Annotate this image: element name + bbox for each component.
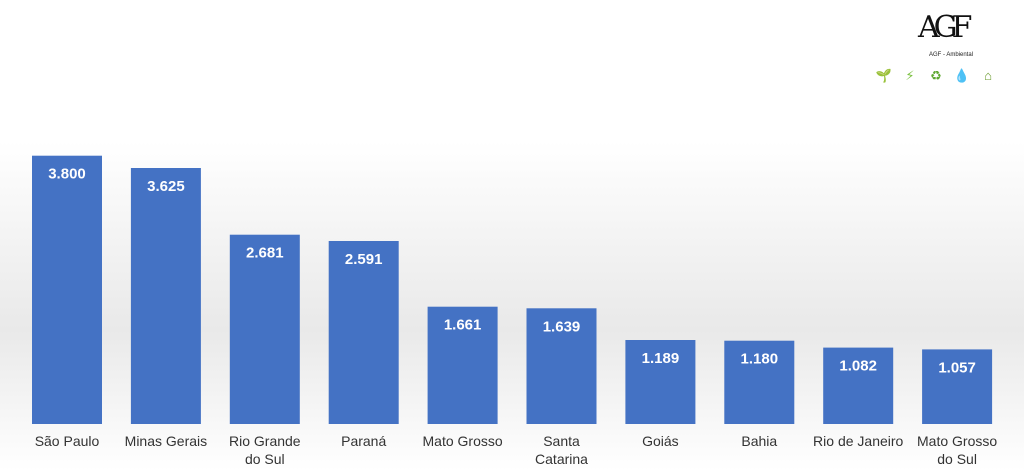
bar-value-label: 2.591 (345, 251, 383, 268)
bars-group (32, 155, 993, 424)
house-icon: ⌂ (984, 68, 992, 83)
bar (130, 168, 201, 424)
brand-subtitle: AGF - Ambiental (928, 52, 973, 58)
category-labels-group: São Paulo Minas Gerais Rio Grande do Sul Par… (35, 433, 998, 467)
bar (526, 308, 597, 424)
bar-value-label: 3.625 (147, 178, 185, 195)
bar-value-label: 1.082 (839, 358, 877, 375)
category-label: do Sul (245, 451, 285, 467)
bar-value-label: 1.661 (444, 317, 482, 334)
category-label: São Paulo (35, 433, 100, 449)
value-labels-group: 3.800 3.625 2.681 2.591 1.661 1.639 1.189 1.180… (48, 166, 976, 377)
bar-value-label: 1.639 (543, 318, 581, 335)
category-label: Goiás (642, 433, 679, 449)
bar (724, 340, 795, 424)
brand-logo: AGF (918, 10, 972, 45)
category-label: Rio Grande (229, 433, 301, 449)
category-label: Minas Gerais (125, 433, 207, 449)
category-label: Mato Grosso (917, 433, 997, 449)
brand-block: AGF AGF - Ambiental 🌱 ⚡ ♻ 💧 ⌂ (876, 6, 1016, 96)
category-label: Bahia (741, 433, 777, 449)
bar-value-label: 1.180 (741, 351, 779, 368)
bar (823, 347, 894, 424)
bar (229, 234, 300, 424)
bar (427, 306, 498, 424)
recycle-bin-icon: ♻ (930, 68, 942, 83)
water-icon: 💧 (953, 68, 971, 83)
category-label: do Sul (937, 451, 977, 467)
energy-icon: ⚡ (905, 68, 915, 83)
bar-value-label: 2.681 (246, 245, 284, 262)
category-label: Mato Grosso (423, 433, 503, 449)
category-label: Rio de Janeiro (813, 433, 903, 449)
bar (32, 155, 102, 424)
bar (922, 349, 993, 424)
seedling-icon: 🌱 (875, 68, 893, 83)
bar-value-label: 3.800 (48, 166, 86, 183)
bar (328, 241, 399, 424)
brand-icons: 🌱 ⚡ ♻ 💧 ⌂ (874, 66, 998, 86)
category-label: Paraná (341, 433, 386, 449)
bar (625, 340, 696, 424)
category-label: Catarina (535, 451, 588, 467)
bar-value-label: 1.057 (938, 359, 976, 376)
bar-value-label: 1.189 (642, 350, 680, 367)
category-label: Santa (543, 433, 580, 449)
